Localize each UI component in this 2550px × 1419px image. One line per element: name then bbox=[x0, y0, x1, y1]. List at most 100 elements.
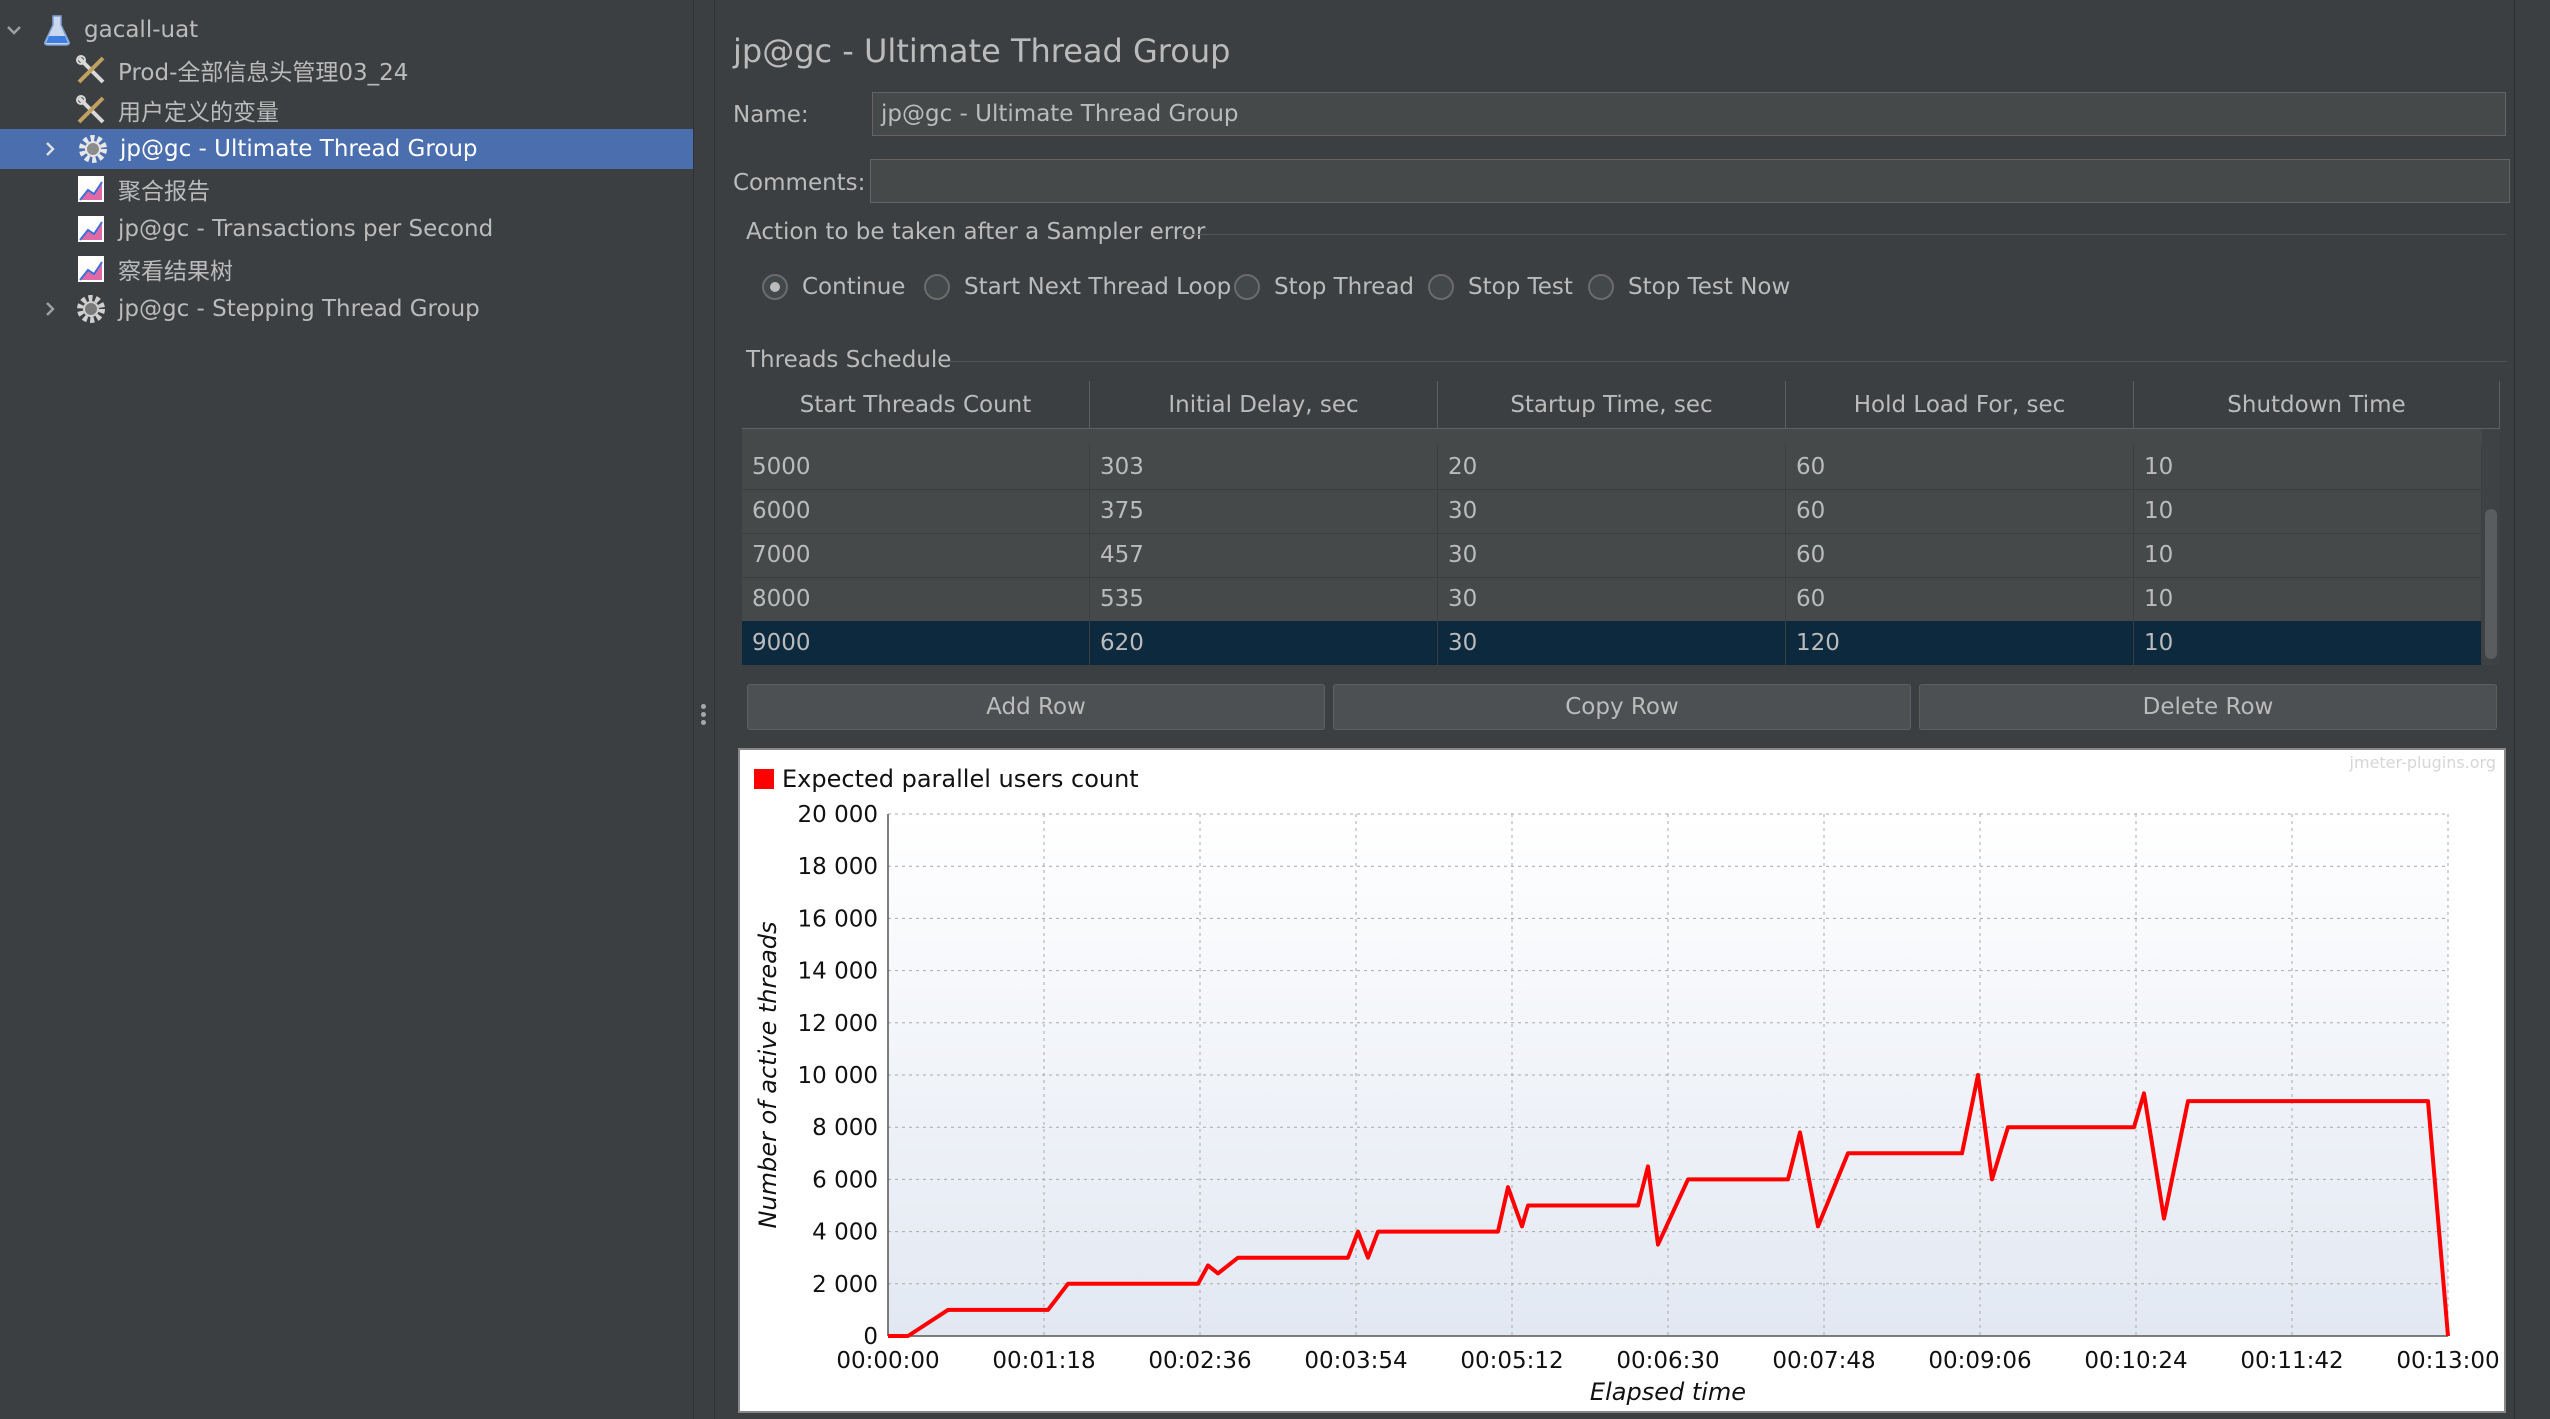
delete-row-button[interactable]: Delete Row bbox=[1919, 684, 2497, 730]
tree-item-view-results-tree[interactable]: 察看结果树 bbox=[74, 249, 690, 289]
table-cell[interactable]: 30 bbox=[1438, 577, 1786, 621]
legend-label: Expected parallel users count bbox=[782, 765, 1139, 793]
column-header[interactable]: Startup Time, sec bbox=[1438, 381, 1786, 429]
section-divider bbox=[940, 361, 2506, 362]
thread-group-gear-icon bbox=[76, 132, 110, 166]
column-header[interactable]: Initial Delay, sec bbox=[1090, 381, 1438, 429]
table-cell[interactable]: 10 bbox=[2134, 621, 2482, 665]
tree-item-header-manager[interactable]: Prod-全部信息头管理03_24 bbox=[74, 50, 690, 90]
test-plan-tree: gacall-uat Prod-全部信息头管理03_24 用户定义的变量 jp@… bbox=[0, 0, 693, 1419]
listener-graph-icon bbox=[74, 212, 108, 246]
radio-stop-test[interactable]: Stop Test bbox=[1428, 274, 1573, 300]
table-row[interactable]: 5000 303 20 60 10 bbox=[742, 445, 2482, 490]
series-line bbox=[888, 1073, 2450, 1338]
comments-field[interactable] bbox=[870, 159, 2510, 203]
radio-checked-icon bbox=[762, 274, 788, 300]
copy-row-button[interactable]: Copy Row bbox=[1333, 684, 1911, 730]
split-pane-divider[interactable] bbox=[693, 0, 715, 1419]
table-cell[interactable]: 60 bbox=[1786, 577, 2134, 621]
page-title: jp@gc - Ultimate Thread Group bbox=[733, 32, 1231, 70]
tree-item-label: jp@gc - Transactions per Second bbox=[118, 216, 494, 242]
add-row-button[interactable]: Add Row bbox=[747, 684, 1325, 730]
column-header[interactable]: Shutdown Time bbox=[2134, 381, 2500, 429]
tree-item-label: jp@gc - Ultimate Thread Group bbox=[120, 136, 478, 162]
table-row-selected[interactable]: 9000 620 30 120 10 bbox=[742, 621, 2482, 666]
radio-stop-test-now[interactable]: Stop Test Now bbox=[1588, 274, 1790, 300]
x-tick-label: 00:06:30 bbox=[1616, 1348, 1719, 1374]
tree-item-label: jp@gc - Stepping Thread Group bbox=[118, 296, 480, 322]
table-scrollbar[interactable] bbox=[2482, 429, 2500, 665]
sampler-error-section-title: Action to be taken after a Sampler error bbox=[746, 219, 1206, 245]
y-tick-label: 14 000 bbox=[798, 959, 878, 985]
chevron-right-icon[interactable] bbox=[36, 289, 64, 329]
table-cell[interactable]: 60 bbox=[1786, 489, 2134, 533]
table-cell[interactable]: 10 bbox=[2134, 577, 2482, 621]
legend-swatch bbox=[754, 769, 774, 789]
chart-grid bbox=[888, 813, 2449, 1336]
radio-unchecked-icon bbox=[924, 274, 950, 300]
table-row[interactable]: 7000 457 30 60 10 bbox=[742, 533, 2482, 578]
x-axis-title: Elapsed time bbox=[1590, 1378, 1746, 1406]
table-row[interactable]: 6000 375 30 60 10 bbox=[742, 489, 2482, 534]
tree-item-user-variables[interactable]: 用户定义的变量 bbox=[74, 90, 690, 130]
y-tick-label: 16 000 bbox=[798, 906, 878, 932]
y-tick-labels: 0 2 000 4 000 6 000 8 000 10 000 12 000 14 000 1… bbox=[798, 802, 878, 1350]
x-tick-label: 00:11:42 bbox=[2240, 1348, 2343, 1374]
table-cell[interactable]: 375 bbox=[1090, 489, 1438, 533]
table-cell[interactable]: 120 bbox=[1786, 621, 2134, 665]
table-cell[interactable]: 457 bbox=[1090, 533, 1438, 577]
chevron-right-icon[interactable] bbox=[36, 129, 64, 169]
table-cell[interactable]: 6000 bbox=[742, 489, 1090, 533]
table-cell[interactable]: 10 bbox=[2134, 445, 2482, 489]
x-tick-label: 00:05:12 bbox=[1460, 1348, 1563, 1374]
y-tick-label: 0 bbox=[863, 1324, 878, 1350]
table-cell[interactable]: 10 bbox=[2134, 489, 2482, 533]
table-cell[interactable]: 30 bbox=[1438, 621, 1786, 665]
x-tick-labels: 00:00:00 00:01:18 00:02:36 00:03:54 00:05:12… bbox=[836, 1348, 2499, 1374]
table-cell[interactable]: 10 bbox=[2134, 533, 2482, 577]
radio-unchecked-icon bbox=[1428, 274, 1454, 300]
table-cell[interactable]: 60 bbox=[1786, 445, 2134, 489]
table-cell[interactable]: 20 bbox=[1438, 445, 1786, 489]
chart-svg: 0 2 000 4 000 6 000 8 000 10 000 12 000 14 000 1… bbox=[754, 753, 2500, 1406]
y-tick-label: 10 000 bbox=[798, 1063, 878, 1089]
table-cell[interactable]: 30 bbox=[1438, 533, 1786, 577]
column-header[interactable]: Start Threads Count bbox=[742, 381, 1090, 429]
tree-item-aggregate-report[interactable]: 聚合报告 bbox=[74, 169, 690, 209]
y-tick-label: 4 000 bbox=[812, 1220, 878, 1246]
table-cell[interactable]: 60 bbox=[1786, 533, 2134, 577]
table-cell[interactable]: 8000 bbox=[742, 577, 1090, 621]
adjacent-window-edge bbox=[2514, 0, 2550, 1419]
radio-start-next-thread-loop[interactable]: Start Next Thread Loop bbox=[924, 274, 1231, 300]
table-cell[interactable]: 303 bbox=[1090, 445, 1438, 489]
column-header[interactable]: Hold Load For, sec bbox=[1786, 381, 2134, 429]
scrollbar-thumb[interactable] bbox=[2485, 509, 2497, 659]
tree-item-label: Prod-全部信息头管理03_24 bbox=[118, 60, 409, 86]
listener-graph-icon bbox=[74, 252, 108, 286]
name-field[interactable]: jp@gc - Ultimate Thread Group bbox=[872, 92, 2506, 136]
table-cell[interactable]: 9000 bbox=[742, 621, 1090, 665]
radio-stop-thread[interactable]: Stop Thread bbox=[1234, 274, 1414, 300]
tree-item-stepping-thread-group[interactable]: jp@gc - Stepping Thread Group bbox=[74, 289, 690, 329]
y-tick-label: 6 000 bbox=[812, 1167, 878, 1193]
table-cell[interactable]: 7000 bbox=[742, 533, 1090, 577]
table-cell[interactable]: 620 bbox=[1090, 621, 1438, 665]
table-row[interactable]: 8000 535 30 60 10 bbox=[742, 577, 2482, 622]
name-label: Name: bbox=[733, 102, 809, 128]
tree-item-transactions-per-second[interactable]: jp@gc - Transactions per Second bbox=[74, 209, 690, 249]
x-tick-label: 00:09:06 bbox=[1928, 1348, 2031, 1374]
table-cell[interactable]: 30 bbox=[1438, 489, 1786, 533]
expected-users-chart: 0 2 000 4 000 6 000 8 000 10 000 12 000 14 000 1… bbox=[738, 748, 2506, 1413]
x-tick-label: 00:07:48 bbox=[1772, 1348, 1875, 1374]
threads-schedule-section-title: Threads Schedule bbox=[746, 347, 952, 373]
x-tick-label: 00:13:00 bbox=[2396, 1348, 2499, 1374]
table-cell[interactable]: 5000 bbox=[742, 445, 1090, 489]
tree-item-ultimate-thread-group[interactable]: jp@gc - Ultimate Thread Group bbox=[0, 129, 693, 169]
chevron-down-icon[interactable] bbox=[0, 10, 28, 50]
tree-item-gacall-uat[interactable]: gacall-uat bbox=[40, 10, 690, 50]
radio-unchecked-icon bbox=[1588, 274, 1614, 300]
radio-unchecked-icon bbox=[1234, 274, 1260, 300]
radio-continue[interactable]: Continue bbox=[762, 274, 905, 300]
table-cell[interactable]: 535 bbox=[1090, 577, 1438, 621]
tree-item-label: 聚合报告 bbox=[118, 179, 210, 205]
